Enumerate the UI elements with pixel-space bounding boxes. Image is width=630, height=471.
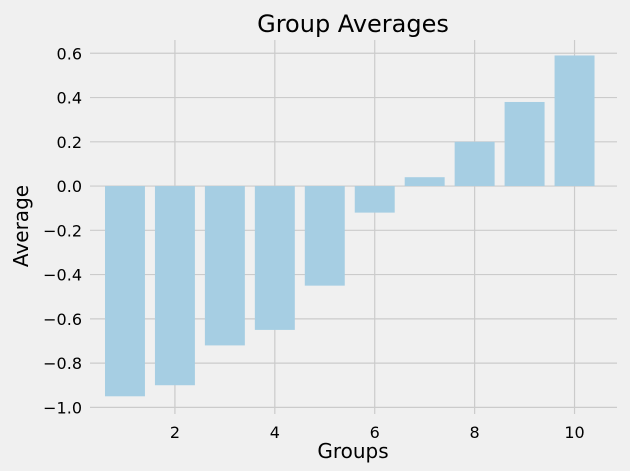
y-tick-label: −0.6 [43, 310, 82, 329]
bar [454, 141, 495, 187]
y-tick-label: 0.2 [57, 133, 82, 152]
bars [104, 55, 595, 397]
x-axis-ticks: 2 4 6 8 10 [170, 423, 585, 442]
y-tick-label: −0.8 [43, 354, 82, 373]
bar [254, 186, 295, 330]
x-tick-label: 8 [470, 423, 480, 442]
x-tick-label: 2 [170, 423, 180, 442]
bar [554, 55, 595, 187]
bar [304, 186, 345, 286]
y-tick-label: −0.4 [43, 266, 82, 285]
bar [104, 186, 145, 397]
y-tick-label: 0.0 [57, 177, 82, 196]
y-tick-label: 0.6 [57, 44, 82, 63]
bar [354, 186, 395, 213]
y-axis-ticks: −1.0 −0.8 −0.6 −0.4 −0.2 0.0 0.2 0.4 0.6 [43, 44, 82, 417]
bar [204, 186, 245, 346]
bar [404, 177, 445, 187]
x-tick-label: 10 [564, 423, 584, 442]
x-axis-label: Groups [317, 439, 388, 463]
y-axis-label: Average [9, 185, 33, 267]
y-tick-label: 0.4 [57, 89, 82, 108]
bar [504, 101, 545, 187]
y-tick-label: −0.2 [43, 221, 82, 240]
bar [154, 186, 195, 386]
x-tick-label: 4 [270, 423, 280, 442]
y-tick-label: −1.0 [43, 398, 82, 417]
x-tick-label: 6 [370, 423, 380, 442]
chart-title: Group Averages [257, 10, 449, 38]
